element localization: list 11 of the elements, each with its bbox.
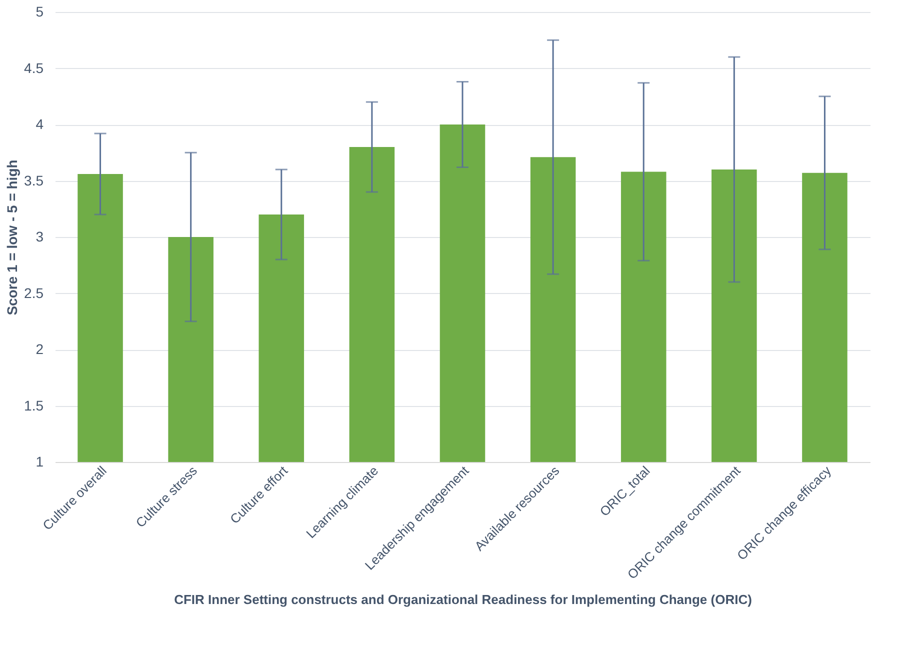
y-tick-label: 5 — [36, 4, 44, 20]
y-axis-title: Score 1 = low - 5 = high — [4, 160, 20, 316]
y-tick-label: 2.5 — [24, 284, 44, 301]
y-tick-label: 3.5 — [24, 172, 44, 188]
y-tick-label: 4 — [36, 116, 44, 132]
y-tick-label: 1.5 — [24, 397, 44, 414]
y-tick-label: 3 — [36, 228, 44, 244]
y-tick-label: 4.5 — [24, 60, 44, 76]
y-tick-label: 1 — [36, 454, 44, 470]
y-tick-label: 2 — [36, 341, 44, 357]
x-axis-title: CFIR Inner Setting constructs and Organizational Readiness for Implementing Change (ORIC) — [174, 592, 752, 607]
